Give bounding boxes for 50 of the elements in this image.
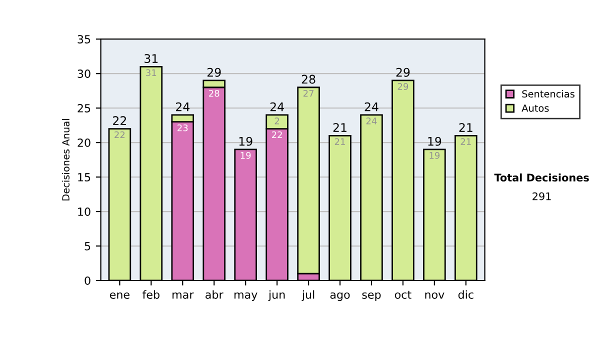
data-label: 22 [114, 131, 125, 138]
x-tick-label: may [234, 292, 258, 301]
data-label: 21 [334, 138, 345, 145]
total-label: 22 [113, 116, 126, 125]
total-label: 19 [239, 136, 252, 146]
y-tick-label: 30 [78, 70, 90, 78]
x-tick-label: abr [206, 290, 224, 299]
total-label: 19 [428, 136, 442, 146]
data-label: 31 [146, 69, 156, 76]
total-label: 29 [207, 68, 221, 77]
data-label: 27 [303, 90, 314, 97]
y-axis-title: Decisiones Anual [62, 119, 70, 200]
total-label: 24 [176, 102, 190, 112]
data-label: 24 [366, 118, 377, 124]
data-label: 22 [272, 131, 282, 138]
text: Total Decisiones [494, 173, 589, 182]
x-tick-label: sep [362, 292, 381, 301]
total-label: 24 [364, 102, 378, 112]
y-tick-label: 35 [78, 35, 90, 44]
total-label: 21 [459, 123, 472, 132]
total-label: 21 [333, 123, 346, 132]
total-label: 31 [144, 54, 158, 64]
data-label: 21 [460, 138, 471, 145]
text: 291 [532, 192, 551, 200]
data-label: 19 [240, 152, 251, 159]
x-tick-label: jul [302, 290, 314, 301]
y-tick-label: 10 [78, 208, 90, 216]
data-label: 29 [398, 83, 408, 90]
legend-label: Sentencias [522, 90, 574, 98]
total-label: 24 [270, 102, 284, 112]
data-label: 28 [209, 90, 220, 97]
x-tick-label: dic [458, 290, 474, 299]
data-label: 19 [430, 152, 440, 159]
y-tick-label: 0 [84, 276, 90, 285]
y-tick-label: 25 [78, 104, 90, 112]
x-tick-label: oct [394, 290, 412, 299]
x-tick-label: feb [142, 290, 160, 299]
total-label: 28 [302, 74, 316, 84]
legend-label: Autos [522, 104, 549, 112]
y-tick-label: 15 [78, 173, 90, 182]
x-tick-label: jun [268, 290, 285, 301]
data-label: 23 [178, 124, 188, 132]
y-tick-label: 20 [78, 138, 90, 147]
x-tick-label: nov [425, 292, 444, 299]
data-label: 2 [274, 118, 280, 124]
y-tick-label: 5 [84, 242, 90, 250]
x-tick-label: ago [330, 292, 350, 301]
x-tick-label: ene [110, 292, 130, 299]
total-label: 29 [396, 68, 410, 77]
x-tick-label: mar [172, 292, 194, 299]
